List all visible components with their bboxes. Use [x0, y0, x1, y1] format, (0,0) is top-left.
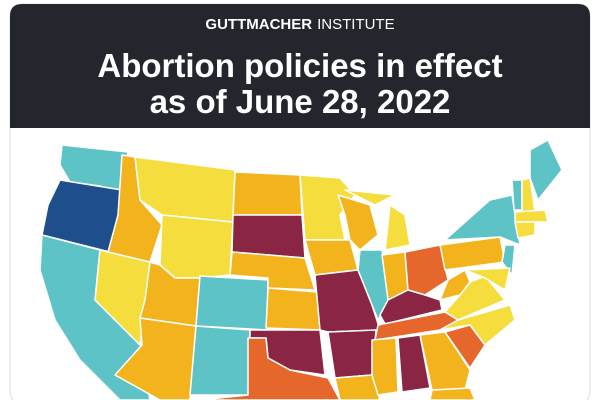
- state: [514, 209, 549, 223]
- state: [231, 214, 306, 259]
- us-map: [39, 139, 563, 400]
- state: [199, 337, 341, 400]
- state: [439, 269, 471, 301]
- state: [464, 267, 511, 291]
- state: [344, 189, 396, 206]
- title-line: as of June 28, 2022: [150, 83, 451, 120]
- state: [304, 239, 359, 276]
- state: [501, 244, 516, 276]
- state: [529, 139, 563, 201]
- state: [159, 214, 234, 279]
- state: [429, 387, 476, 400]
- header-bar: [10, 4, 590, 128]
- state: [404, 244, 449, 296]
- state: [514, 221, 536, 239]
- title-line: Abortion policies in effect: [97, 47, 502, 84]
- state: [511, 179, 523, 211]
- state: [419, 331, 471, 391]
- state: [397, 334, 431, 393]
- state: [384, 204, 411, 251]
- state: [327, 329, 377, 379]
- state: [371, 337, 399, 396]
- state: [265, 287, 321, 331]
- state: [357, 249, 391, 321]
- brand-light: INSTITUTE: [317, 16, 395, 33]
- state: [189, 325, 251, 396]
- state: [232, 171, 303, 216]
- brand-bold: GUTTMACHER: [205, 16, 312, 33]
- state: [195, 275, 269, 331]
- brand: GUTTMACHER INSTITUTE: [205, 16, 394, 33]
- state: [334, 374, 381, 400]
